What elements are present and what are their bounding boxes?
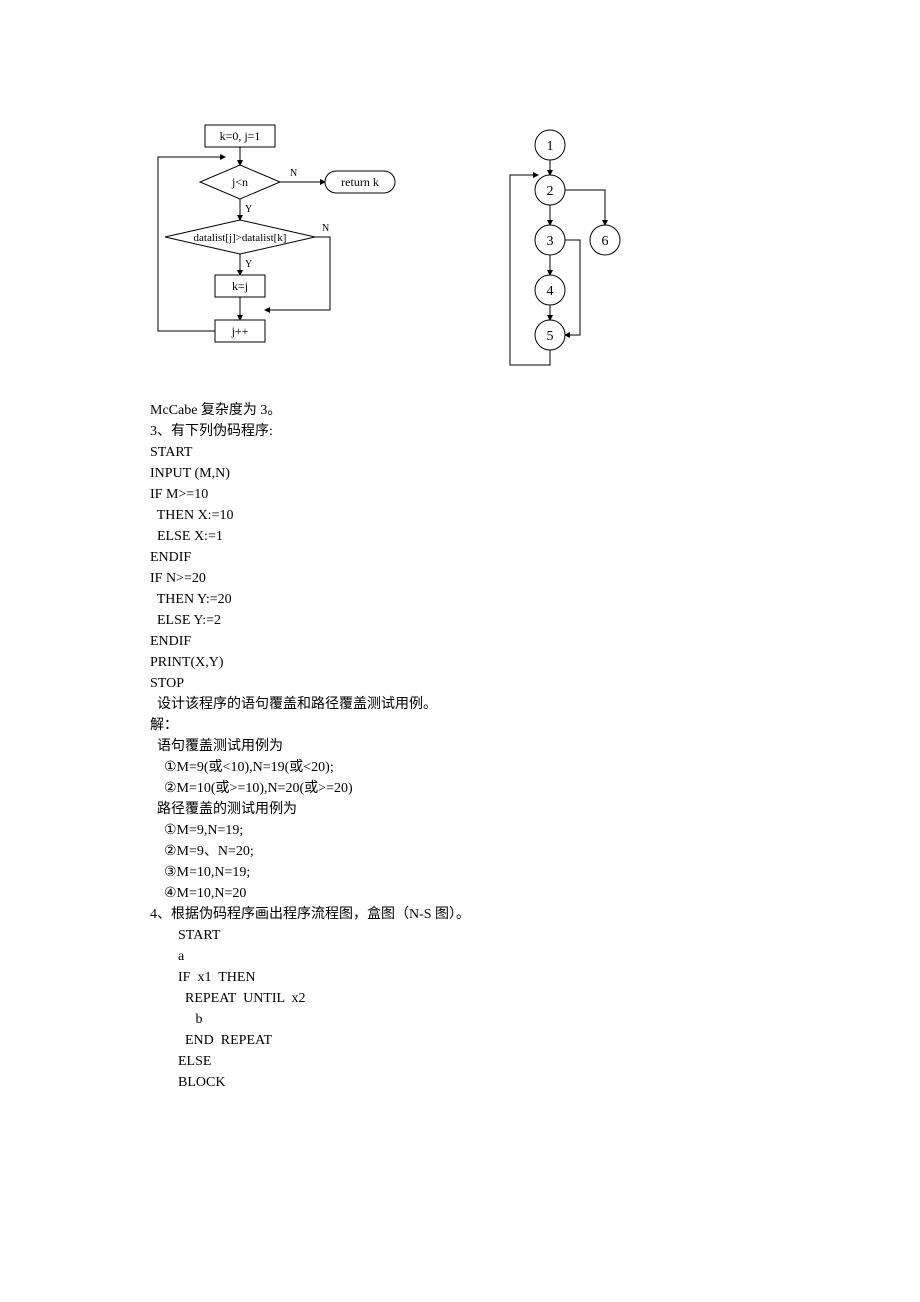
line: ①M=9,N=19;: [150, 820, 770, 841]
line: END REPEAT: [150, 1030, 770, 1051]
fc-box2: k=j: [232, 279, 248, 293]
fc-cond1-no: N: [290, 168, 297, 179]
line: ②M=9、N=20;: [150, 841, 770, 862]
line: PRINT(X,Y): [150, 652, 770, 673]
line: START: [150, 442, 770, 463]
line: ①M=9(或<10),N=19(或<20);: [150, 757, 770, 778]
line: IF x1 THEN: [150, 967, 770, 988]
line: ENDIF: [150, 547, 770, 568]
line: 设计该程序的语句覆盖和路径覆盖测试用例。: [150, 694, 770, 715]
line: START: [150, 925, 770, 946]
flowgraph: 1 2 3 6: [490, 120, 690, 380]
fc-box3: j++: [231, 324, 249, 338]
line: INPUT (M,N): [150, 463, 770, 484]
fc-box1: k=0, j=1: [220, 129, 261, 143]
fc-cond1-yes: Y: [245, 204, 252, 215]
line: ENDIF: [150, 631, 770, 652]
line: 3、有下列伪码程序:: [150, 421, 770, 442]
fg-n1: 1: [547, 139, 554, 154]
flowchart: k=0, j=1 j<n N return k Y datalist[j]>da…: [150, 120, 430, 380]
fg-n5: 5: [547, 329, 554, 344]
line: ③M=10,N=19;: [150, 862, 770, 883]
fg-n2: 2: [547, 184, 554, 199]
line: ELSE X:=1: [150, 526, 770, 547]
line: ELSE Y:=2: [150, 610, 770, 631]
line: ②M=10(或>=10),N=20(或>=20): [150, 778, 770, 799]
fc-cond2: datalist[j]>datalist[k]: [194, 232, 287, 244]
fg-n3: 3: [547, 234, 554, 249]
line: STOP: [150, 673, 770, 694]
line: 语句覆盖测试用例为: [150, 736, 770, 757]
page: k=0, j=1 j<n N return k Y datalist[j]>da…: [0, 0, 920, 1302]
line: a: [150, 946, 770, 967]
line: McCabe 复杂度为 3。: [150, 400, 770, 421]
fc-cond1: j<n: [231, 175, 248, 189]
fg-n4: 4: [547, 284, 554, 299]
line: IF N>=20: [150, 568, 770, 589]
line: ELSE: [150, 1051, 770, 1072]
diagrams-row: k=0, j=1 j<n N return k Y datalist[j]>da…: [150, 120, 770, 380]
line: ④M=10,N=20: [150, 883, 770, 904]
text-block: McCabe 复杂度为 3。 3、有下列伪码程序: START INPUT (M…: [150, 400, 770, 1093]
fc-return: return k: [341, 175, 379, 189]
line: REPEAT UNTIL x2: [150, 988, 770, 1009]
fc-cond2-no: N: [322, 223, 329, 234]
line: 路径覆盖的测试用例为: [150, 799, 770, 820]
fg-n6: 6: [602, 234, 609, 249]
line: 4、根据伪码程序画出程序流程图，盒图（N-S 图）。: [150, 904, 770, 925]
line: 解：: [150, 715, 770, 736]
fc-cond2-yes: Y: [245, 259, 252, 270]
line: b: [150, 1009, 770, 1030]
line: THEN X:=10: [150, 505, 770, 526]
line: IF M>=10: [150, 484, 770, 505]
line: BLOCK: [150, 1072, 770, 1093]
line: THEN Y:=20: [150, 589, 770, 610]
